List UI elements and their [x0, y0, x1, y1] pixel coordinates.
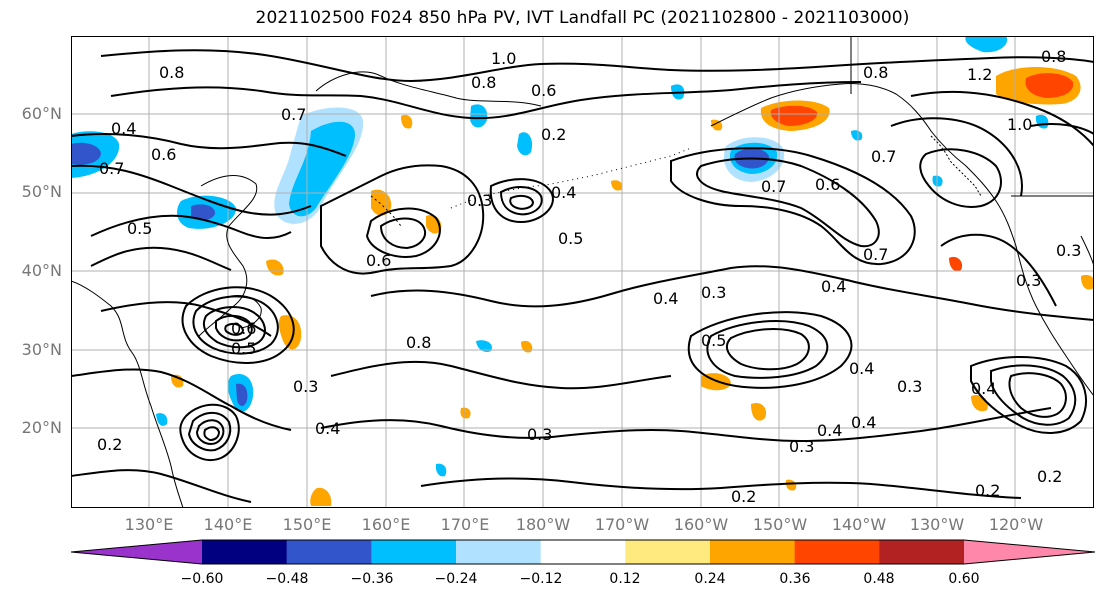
contour-label: 0.7: [761, 177, 786, 196]
contour-labels: 0.8 1.0 0.8 0.6 0.7 0.2 0.4 0.7 0.6 0.5 …: [97, 47, 1081, 506]
lon-label-160w: 160°W: [673, 515, 729, 534]
colorbar-segment: [371, 540, 457, 564]
map-panel: 0.8 1.0 0.8 0.6 0.7 0.2 0.4 0.7 0.6 0.5 …: [71, 36, 1094, 508]
colorbar-tick: 0.48: [863, 571, 895, 587]
colorbar-tick: −0.60: [180, 571, 224, 587]
lat-label-50n: 50°N: [21, 182, 62, 201]
colorbar: [70, 539, 1096, 565]
contour-label: 0.6: [531, 81, 556, 100]
graticule: [71, 36, 1094, 508]
colorbar-tick: 0.12: [609, 571, 641, 587]
positive-pv-anomalies: [171, 67, 1094, 506]
coastlines: [71, 36, 1094, 508]
contour-label: 1.0: [491, 49, 516, 68]
contour-label: 0.7: [99, 159, 124, 178]
colorbar-tick: −0.36: [350, 571, 394, 587]
colorbar-tick: −0.24: [434, 571, 478, 587]
contour-label: 0.4: [851, 413, 876, 432]
colorbar-tick: −0.12: [519, 571, 563, 587]
lon-label-130e: 130°E: [124, 515, 174, 534]
contour-label: 0.4: [111, 119, 136, 138]
lon-label-120w: 120°W: [988, 515, 1044, 534]
contour-label: 0.8: [471, 73, 496, 92]
colorbar-segment: [286, 540, 372, 564]
lon-label-150e: 150°E: [282, 515, 332, 534]
contour-label: 0.2: [97, 435, 122, 454]
contour-label: 0.2: [731, 487, 756, 506]
contour-label: 0.3: [527, 425, 552, 444]
contour-label: 0.4: [551, 183, 576, 202]
contour-label: 0.6: [231, 319, 256, 338]
lon-label-180w: 180°W: [515, 515, 571, 534]
lon-label-140e: 140°E: [203, 515, 253, 534]
contour-label: 0.4: [849, 359, 874, 378]
lat-label-30n: 30°N: [21, 340, 62, 359]
contour-label: 1.0: [1007, 115, 1032, 134]
contour-label: 0.3: [1056, 241, 1081, 260]
contour-label: 0.4: [971, 379, 996, 398]
colorbar-tick: −0.48: [265, 571, 309, 587]
contour-label: 0.7: [281, 105, 306, 124]
colorbar-segments: [71, 540, 1095, 564]
contour-label: 0.8: [406, 333, 431, 352]
colorbar-tick: 0.36: [779, 571, 811, 587]
contour-label: 0.5: [558, 229, 583, 248]
lat-label-60n: 60°N: [21, 104, 62, 123]
contour-label: 0.2: [975, 481, 1000, 500]
contour-label: 0.3: [897, 377, 922, 396]
contour-label: 0.7: [863, 245, 888, 264]
lon-label-170w: 170°W: [594, 515, 650, 534]
lon-label-140w: 140°W: [831, 515, 887, 534]
contour-label: 0.2: [1037, 467, 1062, 486]
lon-label-150w: 150°W: [752, 515, 808, 534]
colorbar-tick: 0.24: [694, 571, 726, 587]
contour-label: 0.6: [366, 251, 391, 270]
contour-label: 0.3: [467, 191, 492, 210]
colorbar-segment: [540, 540, 626, 564]
contour-label: 0.5: [701, 331, 726, 350]
lon-label-130w: 130°W: [909, 515, 965, 534]
colorbar-extend-low: [71, 540, 202, 564]
contour-label: 0.4: [653, 289, 678, 308]
contour-label: 0.6: [151, 145, 176, 164]
contour-label: 0.7: [871, 147, 896, 166]
colorbar-tick: 0.60: [948, 571, 980, 587]
contour-label: 0.3: [701, 283, 726, 302]
colorbar-extend-high: [964, 540, 1095, 564]
contour-label: 0.5: [127, 219, 152, 238]
contour-label: 0.3: [789, 437, 814, 456]
contour-label: 0.4: [817, 421, 842, 440]
contour-label: 1.2: [967, 65, 992, 84]
colorbar-segment: [202, 540, 288, 564]
lat-label-40n: 40°N: [21, 261, 62, 280]
colorbar-segment: [794, 540, 880, 564]
pv-contours: [71, 49, 1094, 503]
contour-label: 0.3: [1016, 271, 1041, 290]
map-background: [71, 36, 1094, 508]
contour-label: 0.5: [231, 339, 256, 358]
colorbar-segment: [710, 540, 796, 564]
contour-label: 0.8: [159, 63, 184, 82]
colorbar-segment: [625, 540, 711, 564]
lat-label-20n: 20°N: [21, 418, 62, 437]
contour-label: 0.2: [541, 125, 566, 144]
contour-label: 0.8: [863, 63, 888, 82]
map-title: 2021102500 F024 850 hPa PV, IVT Landfall…: [255, 8, 910, 28]
contour-label: 0.4: [821, 277, 846, 296]
colorbar-outline: [70, 539, 1096, 565]
contour-label: 0.3: [293, 377, 318, 396]
contour-label: 0.4: [315, 419, 340, 438]
colorbar-segment: [456, 540, 542, 564]
colorbar-segment: [879, 540, 965, 564]
lon-label-170e: 170°E: [440, 515, 490, 534]
map-frame: [71, 36, 1094, 508]
contour-label: 0.8: [1041, 47, 1066, 66]
lon-label-160e: 160°E: [361, 515, 411, 534]
contour-label: 0.6: [815, 175, 840, 194]
